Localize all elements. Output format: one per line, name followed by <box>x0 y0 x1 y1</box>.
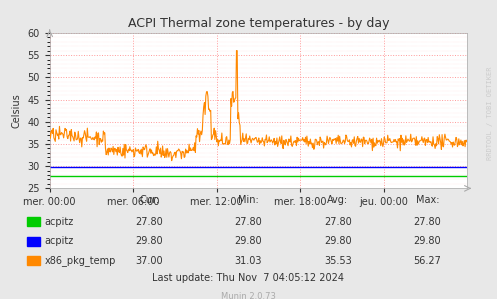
Text: 37.00: 37.00 <box>135 256 163 266</box>
Text: 27.80: 27.80 <box>135 217 163 227</box>
Text: 35.53: 35.53 <box>324 256 352 266</box>
Text: 27.80: 27.80 <box>324 217 352 227</box>
Text: 29.80: 29.80 <box>414 236 441 246</box>
Text: Cur:: Cur: <box>139 195 159 205</box>
Text: 29.80: 29.80 <box>235 236 262 246</box>
Text: Min:: Min: <box>238 195 259 205</box>
Text: Munin 2.0.73: Munin 2.0.73 <box>221 292 276 299</box>
Text: 31.03: 31.03 <box>235 256 262 266</box>
Text: 29.80: 29.80 <box>135 236 163 246</box>
Text: 29.80: 29.80 <box>324 236 352 246</box>
Text: 56.27: 56.27 <box>414 256 441 266</box>
Text: Max:: Max: <box>415 195 439 205</box>
Text: acpitz: acpitz <box>45 217 74 227</box>
Title: ACPI Thermal zone temperatures - by day: ACPI Thermal zone temperatures - by day <box>128 17 389 30</box>
Text: RRDTOOL / TOBI OETIKER: RRDTOOL / TOBI OETIKER <box>487 67 493 160</box>
Text: x86_pkg_temp: x86_pkg_temp <box>45 255 116 266</box>
Text: 27.80: 27.80 <box>235 217 262 227</box>
Text: Last update: Thu Nov  7 04:05:12 2024: Last update: Thu Nov 7 04:05:12 2024 <box>153 273 344 283</box>
Text: Avg:: Avg: <box>328 195 348 205</box>
Y-axis label: Celsius: Celsius <box>12 93 22 128</box>
Text: 27.80: 27.80 <box>414 217 441 227</box>
Text: acpitz: acpitz <box>45 236 74 246</box>
